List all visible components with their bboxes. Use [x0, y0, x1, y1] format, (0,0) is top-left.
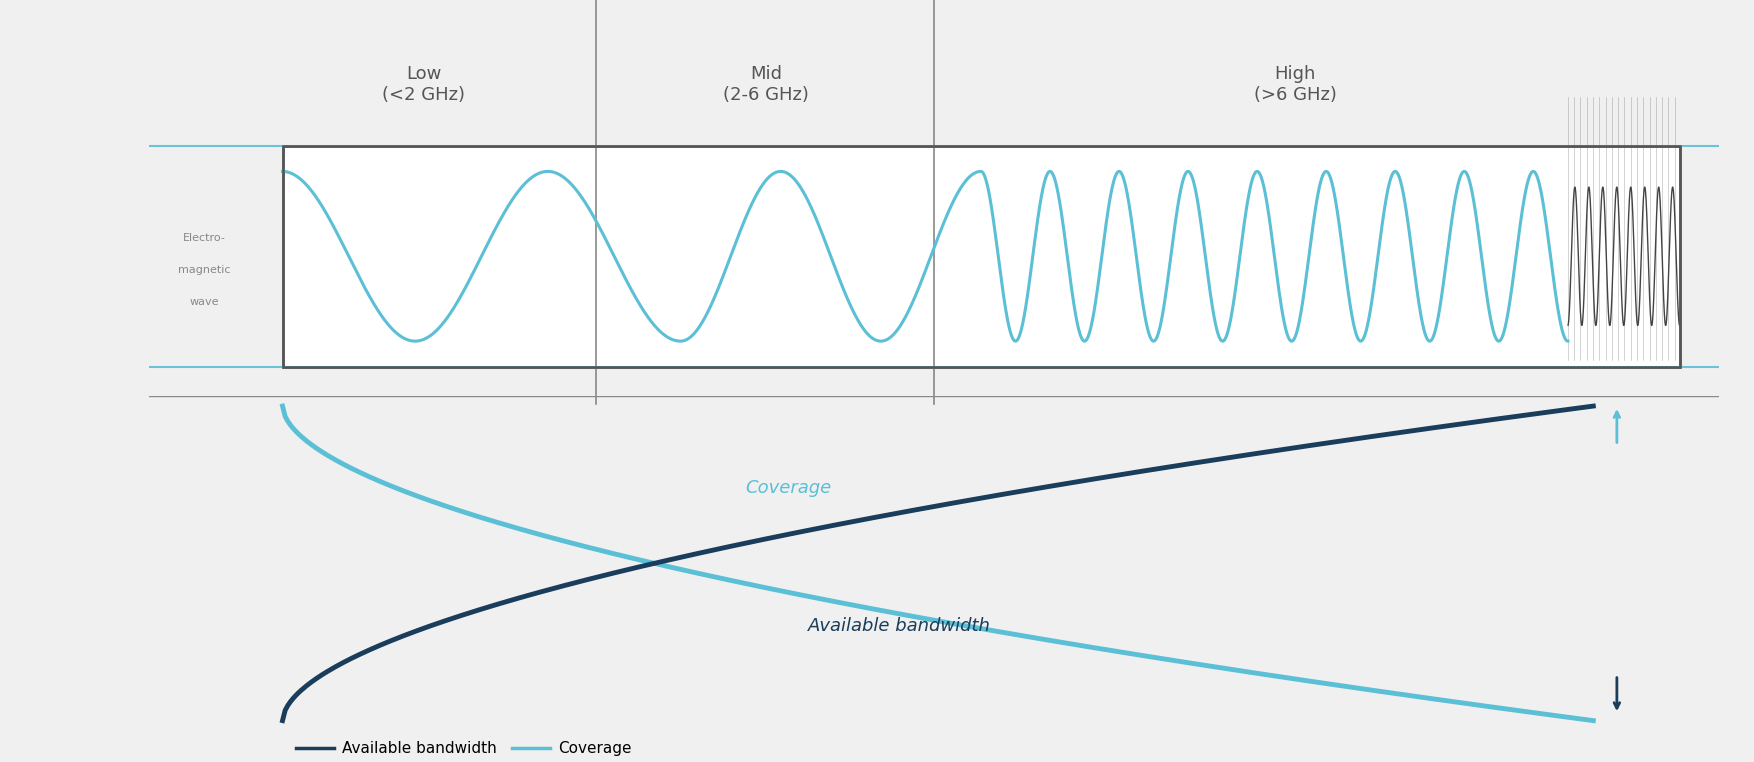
Text: Mid
(2-6 GHz): Mid (2-6 GHz)	[723, 66, 809, 104]
Text: Electro-: Electro-	[182, 233, 226, 243]
Bar	[282, 146, 1680, 367]
Legend: Available bandwidth, Coverage: Available bandwidth, Coverage	[289, 735, 638, 762]
Text: Low
(<2 GHz): Low (<2 GHz)	[382, 66, 465, 104]
Bar	[282, 146, 1680, 367]
Text: High
(>6 GHz): High (>6 GHz)	[1254, 66, 1337, 104]
Text: wave: wave	[189, 297, 219, 307]
Text: Available bandwidth: Available bandwidth	[809, 616, 991, 635]
Text: Coverage: Coverage	[745, 479, 831, 497]
Text: magnetic: magnetic	[177, 265, 230, 275]
